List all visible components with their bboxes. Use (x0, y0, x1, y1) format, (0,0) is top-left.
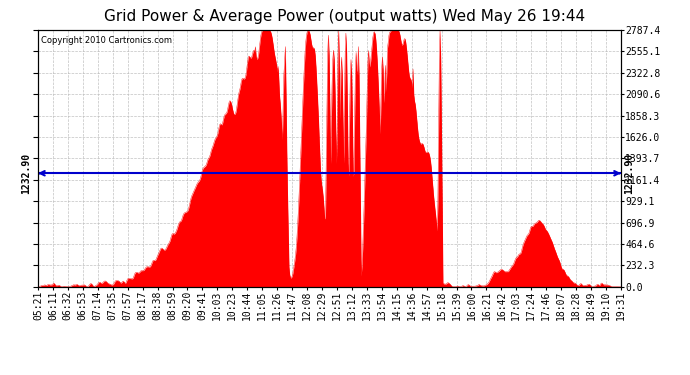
Text: 1232.90: 1232.90 (624, 153, 634, 194)
Text: Copyright 2010 Cartronics.com: Copyright 2010 Cartronics.com (41, 36, 172, 45)
Text: 1232.90: 1232.90 (21, 153, 31, 194)
Text: Grid Power & Average Power (output watts) Wed May 26 19:44: Grid Power & Average Power (output watts… (104, 9, 586, 24)
